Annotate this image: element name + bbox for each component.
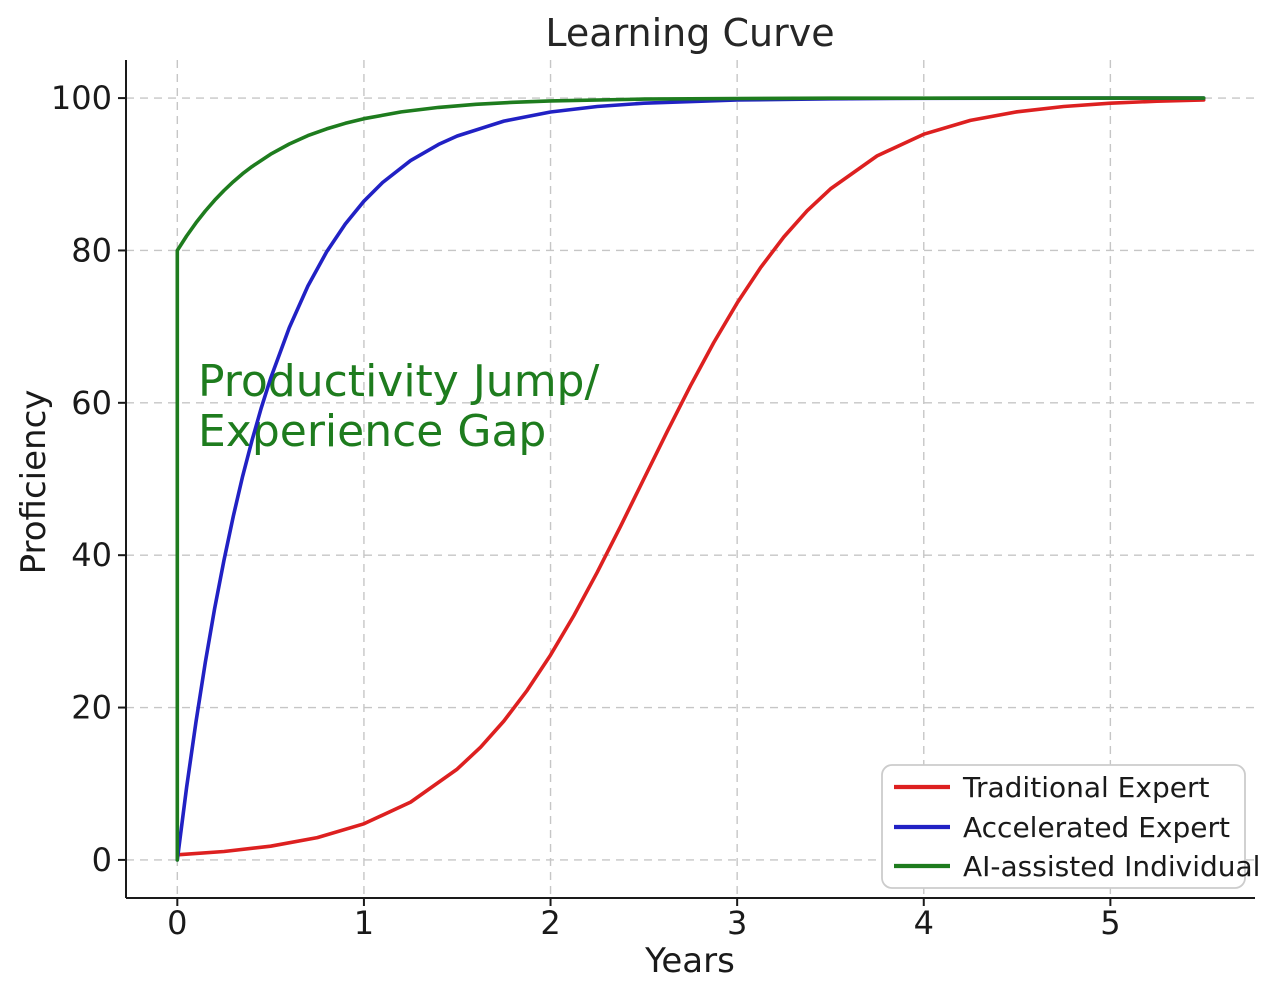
x-axis-label: Years [644, 941, 735, 981]
y-tick-label-60: 60 [71, 384, 112, 422]
legend-label-accelerated-expert: Accelerated Expert [963, 811, 1230, 844]
legend-label-traditional-expert: Traditional Expert [962, 771, 1209, 804]
legend: Traditional Expert Accelerated Expert AI… [881, 764, 1260, 889]
x-tick-label-5: 5 [1100, 904, 1120, 942]
x-tick-label-0: 0 [167, 904, 187, 942]
annotation-line-1: Productivity Jump/ [198, 356, 599, 407]
y-tick-label-100: 100 [51, 79, 112, 117]
x-tick-label-4: 4 [914, 904, 934, 942]
annotation-productivity-jump: Productivity Jump/ Experience Gap [198, 356, 599, 457]
series-line-ai-assisted-individual [175, 96, 1206, 862]
series-layer [175, 96, 1206, 862]
series-line-accelerated-expert [175, 96, 1206, 862]
legend-box [881, 764, 1246, 889]
x-tick-label-3: 3 [727, 904, 747, 942]
y-axis-label: Proficiency [14, 390, 54, 575]
y-tick-label-20: 20 [71, 689, 112, 727]
y-tick-label-0: 0 [92, 841, 112, 879]
series-line-traditional-expert [175, 98, 1206, 857]
legend-label-ai-assisted-individual: AI-assisted Individual [963, 850, 1260, 883]
axes-layer: 0 1 2 3 4 5 0 20 40 60 80 100 [51, 60, 1255, 942]
y-tick-label-40: 40 [71, 536, 112, 574]
x-tick-label-1: 1 [354, 904, 374, 942]
y-tick-label-80: 80 [71, 231, 112, 269]
x-tick-label-2: 2 [540, 904, 560, 942]
chart-title: Learning Curve [545, 11, 834, 55]
